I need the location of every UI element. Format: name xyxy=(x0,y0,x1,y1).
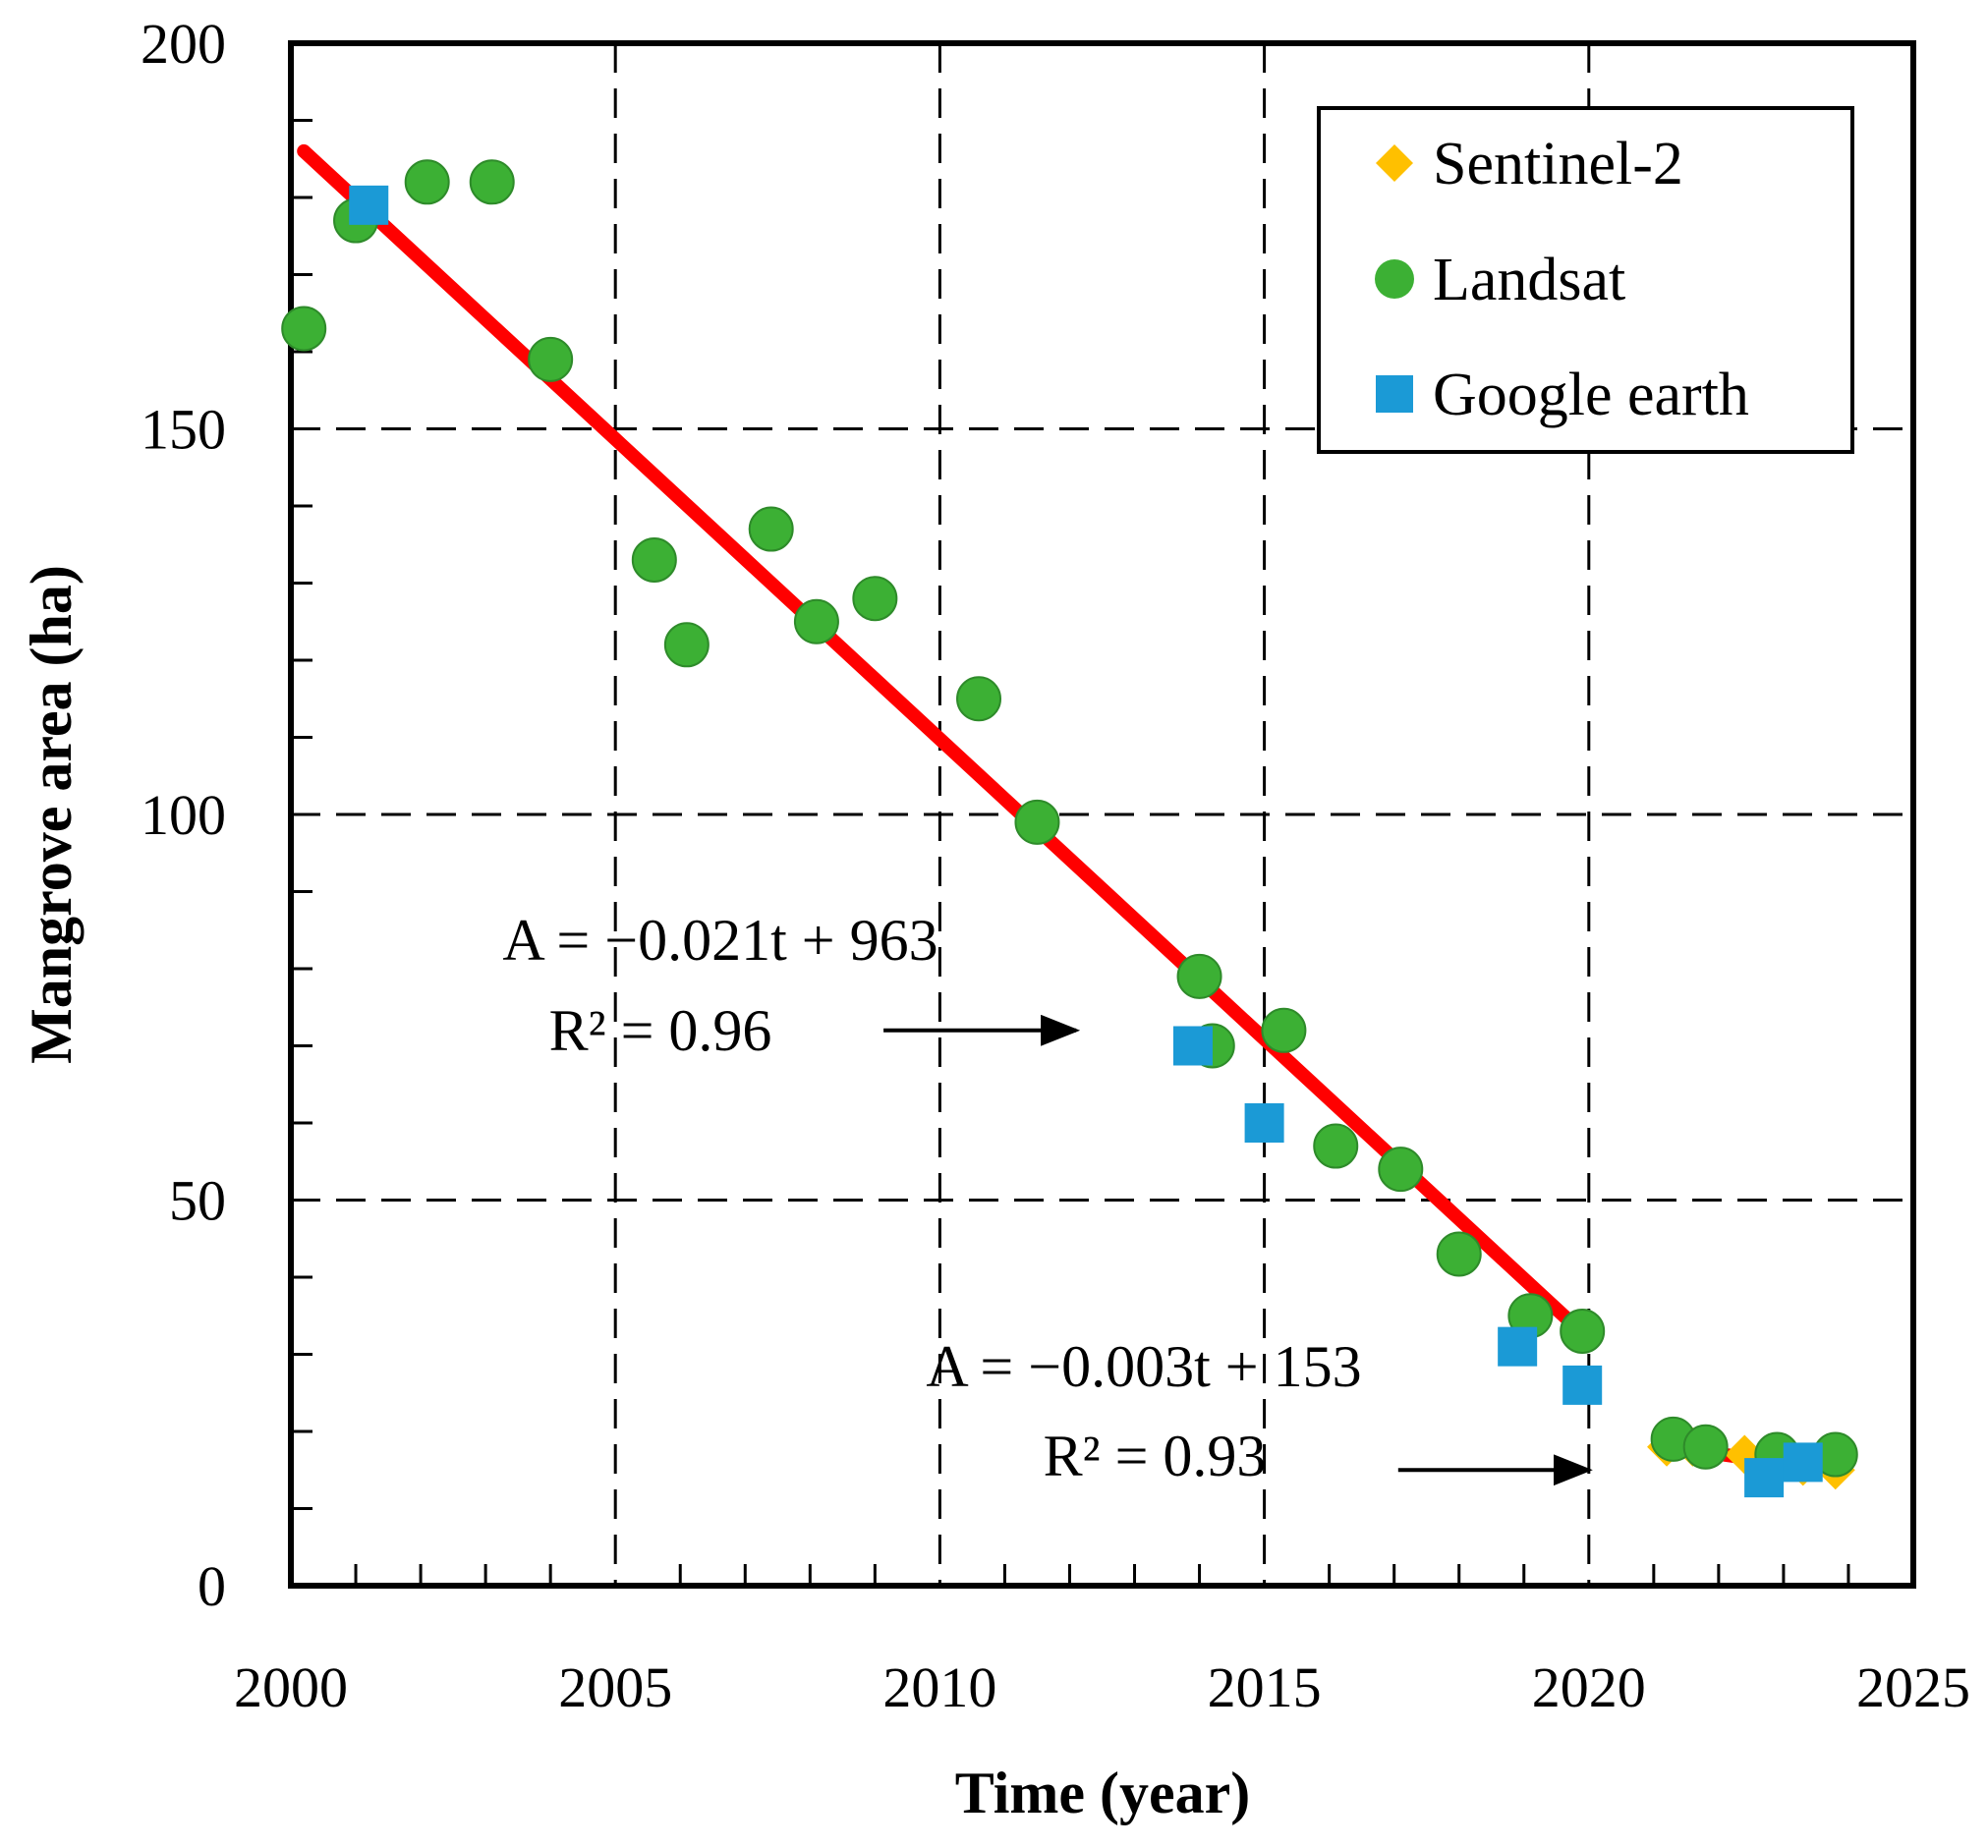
landsat-point-7 xyxy=(748,506,794,552)
landsat-point-16 xyxy=(1378,1147,1424,1193)
x-tick-label-2005: 2005 xyxy=(558,1655,672,1719)
landsat-point-19 xyxy=(1560,1308,1606,1354)
landsat-point-14 xyxy=(1261,1007,1307,1053)
plot-frame xyxy=(288,40,1916,1589)
landsat-point-12 xyxy=(1176,953,1222,999)
google-earth-point-5 xyxy=(1744,1458,1785,1498)
landsat-point-3 xyxy=(469,159,515,205)
x-tick-label-2010: 2010 xyxy=(882,1655,996,1719)
legend: Sentinel-2 Landsat Google earth xyxy=(1317,106,1854,454)
google-earth-point-4 xyxy=(1562,1365,1603,1405)
landsat-point-21 xyxy=(1682,1424,1729,1470)
legend-marker-landsat xyxy=(1375,259,1414,299)
x-tick-labels: 2000 2005 2010 2015 2020 2025 xyxy=(234,1655,1970,1719)
y-tick-label-100: 100 xyxy=(141,783,226,847)
landsat-point-17 xyxy=(1436,1231,1482,1277)
annotations: A = −0.021t + 963 R² = 0.96 A = −0.003t + … xyxy=(502,908,1593,1488)
landsat-point-15 xyxy=(1313,1123,1359,1169)
landsat-point-8 xyxy=(793,598,839,644)
annotation-1-line-1: A = −0.021t + 963 xyxy=(502,908,937,973)
landsat-point-5 xyxy=(631,536,677,583)
landsat-point-4 xyxy=(528,336,574,382)
y-tick-label-50: 50 xyxy=(169,1169,226,1233)
minor-ticks xyxy=(291,119,1850,1586)
y-tick-labels: 0 50 100 150 200 xyxy=(141,12,226,1618)
landsat-point-2 xyxy=(404,159,450,205)
legend-marker-google-earth xyxy=(1376,375,1413,413)
google-earth-point-2 xyxy=(1244,1103,1284,1143)
y-tick-label-150: 150 xyxy=(141,398,226,462)
annotation-1-line-2: R² = 0.96 xyxy=(549,998,772,1063)
landsat-point-9 xyxy=(852,576,898,622)
google-earth-point-1 xyxy=(1172,1026,1213,1066)
landsat-point-11 xyxy=(1014,799,1060,845)
x-tick-label-2015: 2015 xyxy=(1208,1655,1322,1719)
x-axis-title: Time (year) xyxy=(955,1761,1250,1825)
y-tick-label-200: 200 xyxy=(141,12,226,76)
data-points xyxy=(281,159,1858,1498)
landsat-point-10 xyxy=(956,676,1002,722)
landsat-point-0 xyxy=(281,306,327,352)
y-tick-label-0: 0 xyxy=(198,1554,226,1618)
google-earth-point-6 xyxy=(1783,1442,1823,1483)
legend-label-landsat: Landsat xyxy=(1433,247,1625,313)
legend-label-sentinel-2: Sentinel-2 xyxy=(1433,131,1683,197)
x-tick-label-2025: 2025 xyxy=(1856,1655,1970,1719)
annotation-2-line-2: R² = 0.93 xyxy=(1044,1424,1267,1488)
google-earth-point-0 xyxy=(349,185,389,225)
x-tick-label-2000: 2000 xyxy=(234,1655,348,1719)
annotation-2-line-1: A = −0.003t + 153 xyxy=(926,1334,1361,1399)
legend-label-google-earth: Google earth xyxy=(1433,362,1749,428)
legend-marker-sentinel-2 xyxy=(1376,144,1413,182)
y-axis-title: Mangrove area (ha) xyxy=(19,565,84,1064)
google-earth-point-3 xyxy=(1498,1326,1538,1367)
trendline-1 xyxy=(297,143,1596,1346)
landsat-point-6 xyxy=(663,622,710,668)
x-tick-label-2020: 2020 xyxy=(1532,1655,1646,1719)
